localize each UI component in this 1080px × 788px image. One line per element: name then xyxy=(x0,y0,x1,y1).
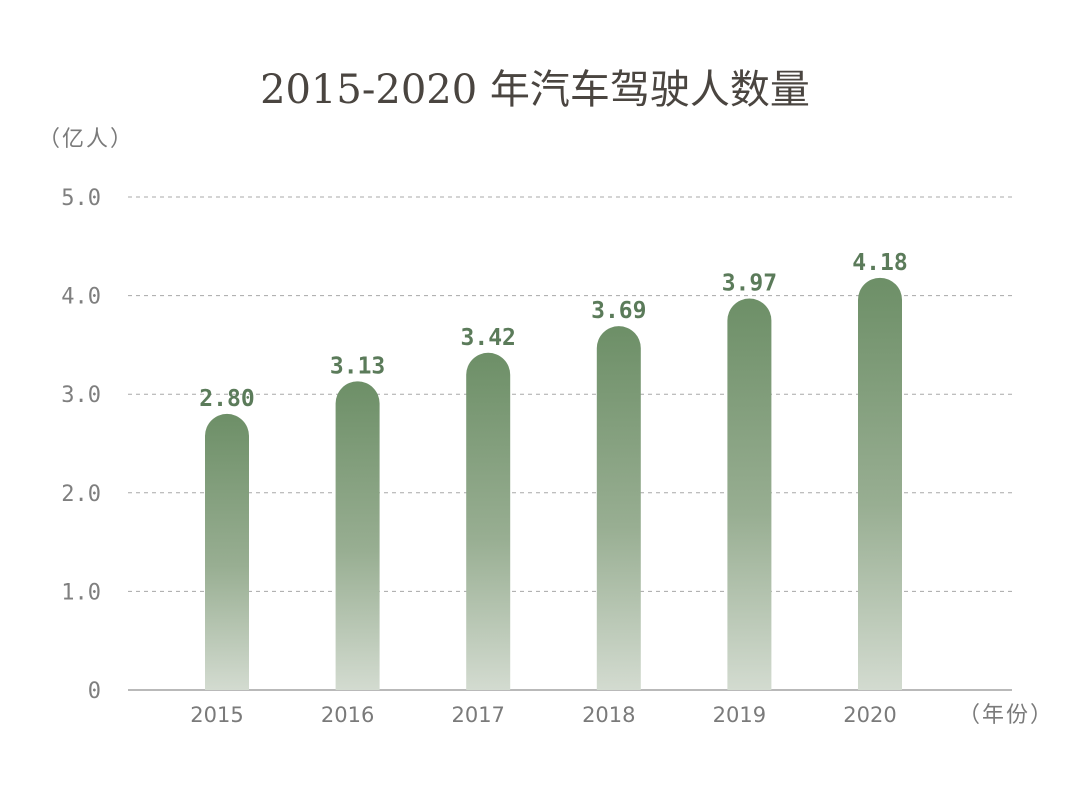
bar-2016 xyxy=(335,381,380,690)
bars xyxy=(205,277,902,690)
value-label-2016: 3.13 xyxy=(330,353,385,379)
chart-title: 2015-2020 年汽车驾驶人数量 xyxy=(260,67,810,113)
value-label-2015: 2.80 xyxy=(199,386,254,412)
bar-2018 xyxy=(596,326,641,690)
bar-2020 xyxy=(858,277,902,690)
y-tick-label: 3.0 xyxy=(61,383,101,408)
y-tick-label: 1.0 xyxy=(61,580,101,605)
y-tick-label: 0 xyxy=(88,679,101,704)
y-axis-ticks: 0 1.0 2.0 3.0 4.0 5.0 xyxy=(61,186,101,704)
x-tick-label: 2015 xyxy=(190,703,243,727)
y-tick-label: 5.0 xyxy=(61,186,101,211)
value-label-2020: 4.18 xyxy=(852,250,907,276)
bar-2017 xyxy=(466,352,511,690)
y-tick-label: 2.0 xyxy=(61,482,101,507)
y-axis-unit-label: （亿人） xyxy=(38,127,134,152)
y-tick-label: 4.0 xyxy=(61,285,101,310)
value-labels: 2.80 3.13 3.42 3.69 3.97 4.18 xyxy=(199,250,907,412)
value-label-2018: 3.69 xyxy=(591,298,646,324)
value-label-2017: 3.42 xyxy=(461,325,516,351)
x-tick-label: 2019 xyxy=(713,703,766,727)
x-axis-unit-label: （年份） xyxy=(958,703,1054,728)
bar-2015 xyxy=(205,413,249,690)
x-tick-label: 2018 xyxy=(582,703,635,727)
x-tick-label: 2016 xyxy=(321,703,374,727)
value-label-2019: 3.97 xyxy=(722,271,777,297)
x-tick-label: 2017 xyxy=(451,703,504,727)
x-tick-label: 2020 xyxy=(843,703,896,727)
x-axis-ticks: 2015 2016 2017 2018 2019 2020 xyxy=(190,703,896,727)
bar-2019 xyxy=(727,298,772,690)
